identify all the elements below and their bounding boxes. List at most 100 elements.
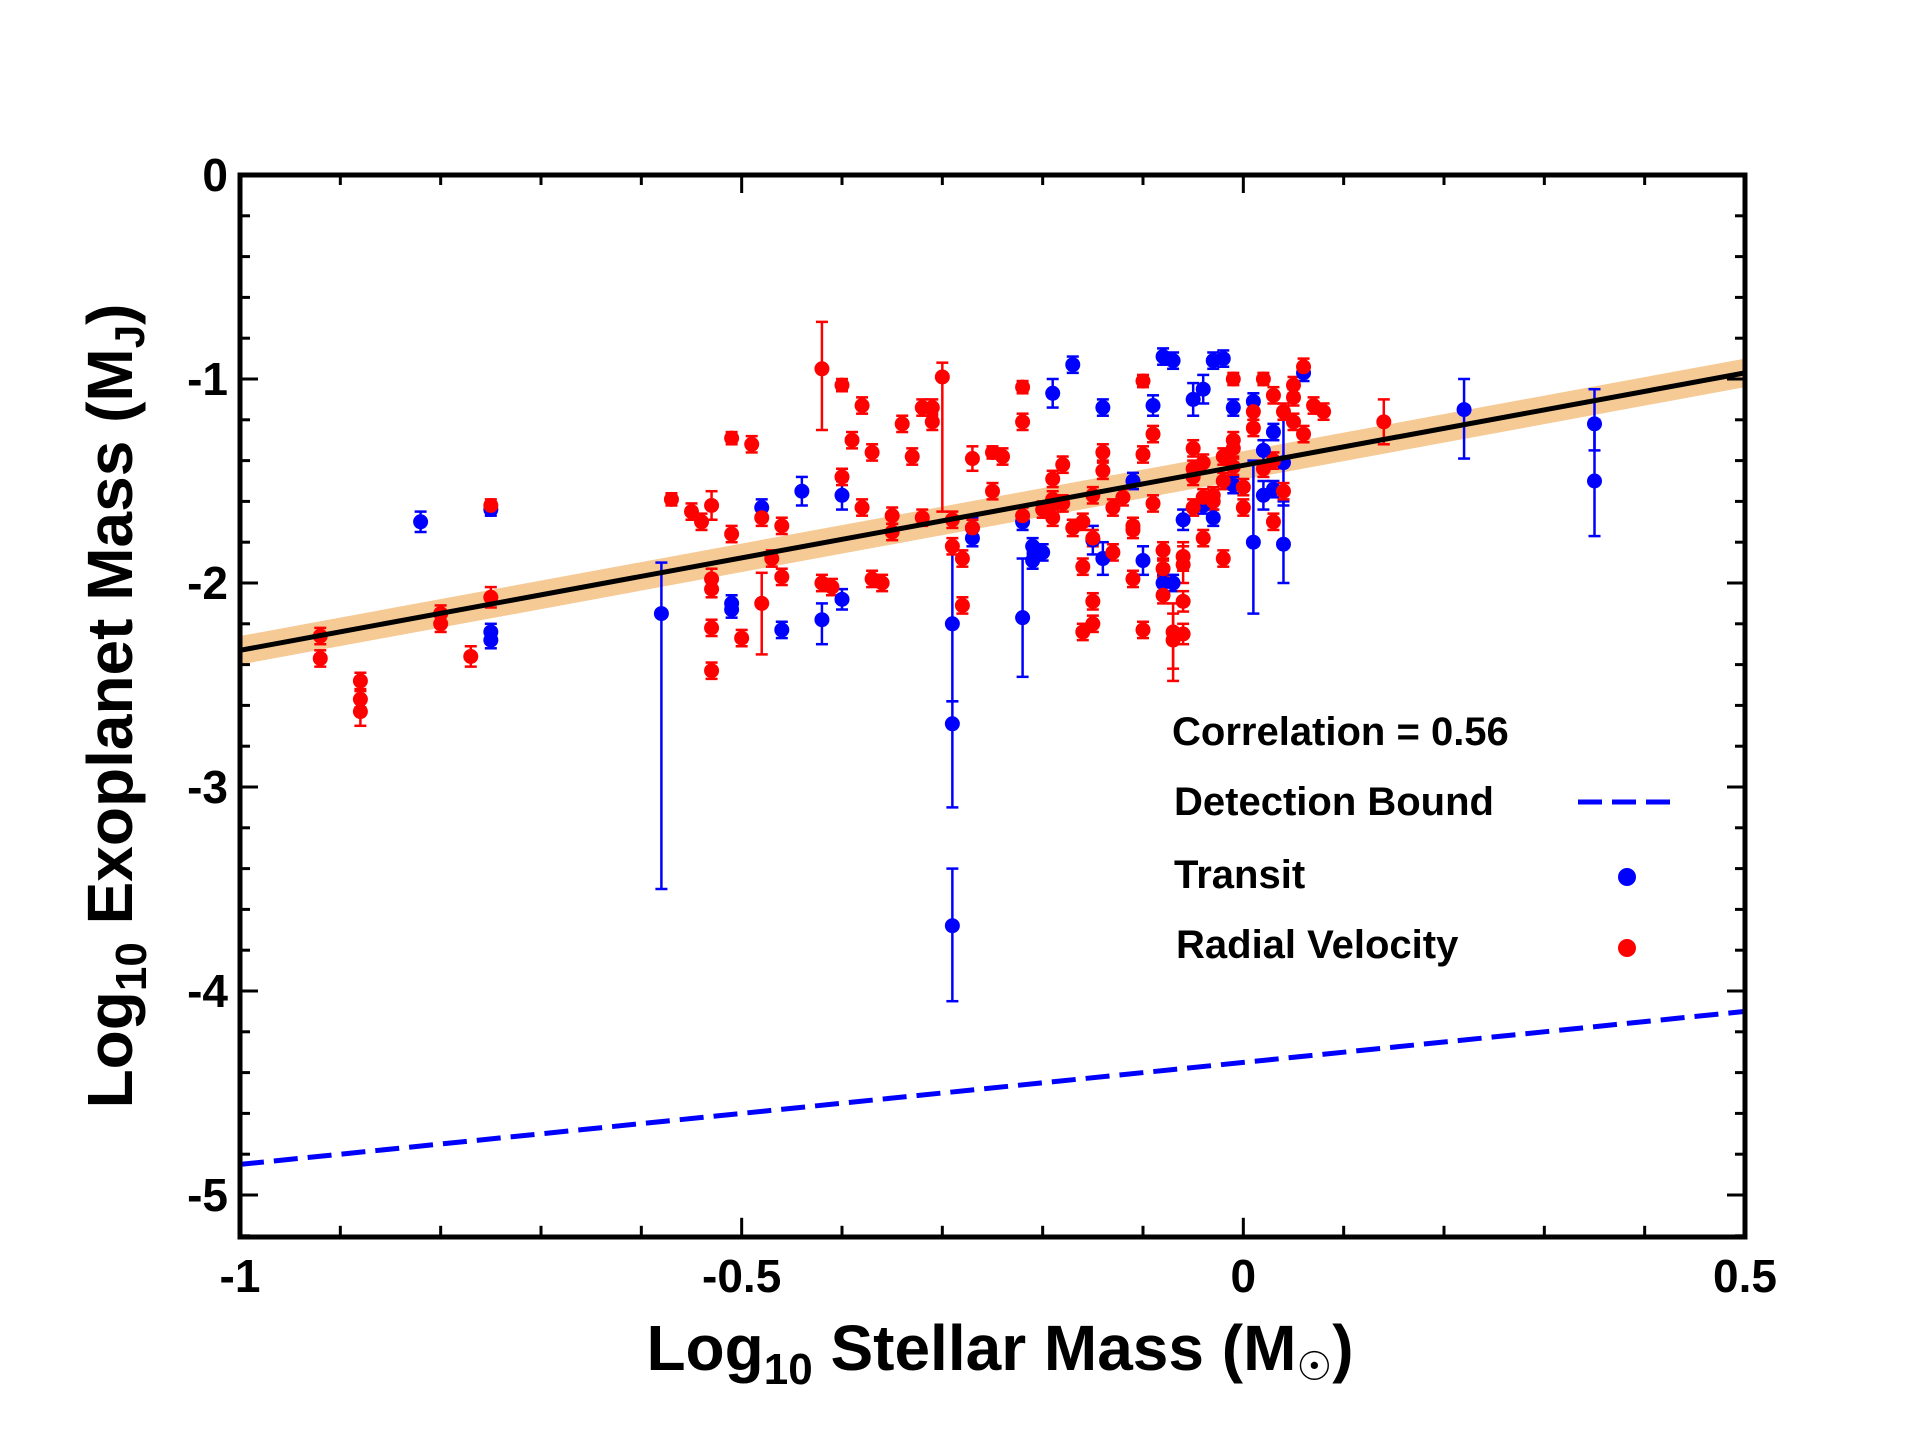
legend: Correlation = 0.56 Detection Bound Trans… xyxy=(1172,710,1670,967)
transit-point xyxy=(1587,416,1602,432)
transit-point xyxy=(814,612,830,628)
radial-velocity-point xyxy=(483,497,499,513)
radial-velocity-point xyxy=(1185,500,1201,516)
radial-velocity-point xyxy=(352,691,368,707)
radial-velocity-point xyxy=(1095,444,1111,460)
radial-velocity-point xyxy=(1055,457,1071,473)
radial-velocity-point xyxy=(1035,502,1051,518)
transit-point xyxy=(1035,544,1051,560)
radial-velocity-point xyxy=(844,432,860,448)
radial-velocity-point xyxy=(1175,557,1191,573)
x-axis-title-symbol: ☉ xyxy=(1296,1344,1332,1390)
radial-velocity-point xyxy=(754,595,770,611)
transit-point xyxy=(1165,353,1181,369)
radial-velocity-point xyxy=(1215,449,1231,465)
radial-velocity-point xyxy=(1155,587,1171,603)
detection-bound-line xyxy=(239,1008,1746,1167)
radial-velocity-point xyxy=(1015,414,1031,430)
radial-velocity-point xyxy=(1286,414,1301,430)
transit-point xyxy=(1015,610,1031,626)
radial-velocity-point xyxy=(1175,626,1191,642)
x-axis-title-main: Stellar Mass (M xyxy=(813,1312,1297,1384)
x-tick-label: 0.5 xyxy=(1713,1250,1777,1302)
radial-velocity-point xyxy=(854,500,870,516)
radial-velocity-point xyxy=(704,620,720,636)
radial-velocity-point xyxy=(1205,493,1221,509)
radial-velocity-point xyxy=(1245,404,1261,420)
transit-point xyxy=(1095,400,1111,416)
radial-velocity-point xyxy=(1195,455,1211,471)
radial-velocity-point xyxy=(1145,495,1161,511)
transit-point xyxy=(834,591,850,607)
transit-point xyxy=(1185,391,1201,407)
radial-velocity-point xyxy=(1225,371,1241,387)
transit-point xyxy=(944,716,960,732)
correlation-annotation: Correlation = 0.56 xyxy=(1172,710,1509,754)
radial-velocity-point xyxy=(1105,500,1121,516)
plot-area xyxy=(237,172,1748,1240)
radial-velocity-point xyxy=(1135,446,1151,462)
transit-point xyxy=(944,918,960,934)
legend-label-detection-bound: Detection Bound xyxy=(1174,780,1494,824)
radial-velocity-point xyxy=(1235,479,1251,495)
radial-velocity-point xyxy=(1125,522,1141,538)
radial-velocity-point xyxy=(1015,379,1031,395)
y-tick-label: -1 xyxy=(187,353,228,405)
legend-swatch-radial-velocity xyxy=(1618,939,1636,957)
y-tick-label: -5 xyxy=(187,1169,228,1221)
x-axis-title-subscript: 10 xyxy=(764,1345,813,1394)
radial-velocity-point xyxy=(1115,489,1131,505)
radial-velocity-point xyxy=(1376,414,1392,430)
radial-velocity-point xyxy=(964,520,980,536)
transit-point xyxy=(1225,400,1241,416)
radial-velocity-point xyxy=(814,361,830,377)
transit-point xyxy=(1205,510,1221,526)
transit-point xyxy=(774,622,790,638)
transit-point xyxy=(1245,534,1261,550)
radial-velocity-point xyxy=(352,673,368,689)
radial-velocity-point xyxy=(1275,404,1291,420)
x-axis-title-prefix: Log xyxy=(646,1312,763,1384)
transit-point xyxy=(1165,575,1181,591)
radial-velocity-point xyxy=(744,436,760,452)
y-tick-label: -3 xyxy=(187,761,228,813)
radial-velocity-point xyxy=(834,377,850,393)
radial-velocity-point xyxy=(1215,551,1231,567)
y-axis-title: Log10 Exoplanet Mass (MJ) xyxy=(74,304,156,1109)
radial-velocity-point xyxy=(1145,426,1161,442)
radial-velocity-point xyxy=(1155,542,1171,558)
radial-velocity-point xyxy=(774,518,790,534)
radial-velocity-point xyxy=(463,648,479,664)
y-axis-title-symbol: J xyxy=(106,325,153,348)
radial-velocity-point xyxy=(824,579,840,595)
radial-velocity-point xyxy=(924,414,940,430)
x-axis-title: Log10 Stellar Mass (M☉) xyxy=(646,1312,1353,1394)
radial-velocity-point xyxy=(1286,389,1301,405)
transit-point xyxy=(1195,381,1211,397)
radial-velocity-point xyxy=(1075,559,1091,575)
radial-velocity-point xyxy=(1045,510,1061,526)
radial-velocity-point xyxy=(1125,571,1141,587)
radial-velocity-point xyxy=(1045,471,1061,487)
radial-velocity-point xyxy=(1085,616,1101,632)
transit-point xyxy=(794,483,810,499)
radial-velocity-point xyxy=(1105,544,1121,560)
radial-velocity-point xyxy=(704,663,720,679)
radial-velocity-point xyxy=(874,575,890,591)
transit-point xyxy=(1456,402,1472,418)
legend-label-radial-velocity: Radial Velocity xyxy=(1176,923,1459,967)
transit-point xyxy=(1205,353,1221,369)
radial-velocity-point xyxy=(1296,426,1312,442)
transit-point xyxy=(834,487,850,503)
radial-velocity-point xyxy=(1085,593,1101,609)
radial-velocity-point xyxy=(1255,461,1271,477)
radial-velocity-point xyxy=(894,416,910,432)
y-tick-label: 0 xyxy=(202,149,228,201)
radial-velocity-point xyxy=(724,430,740,446)
transit-point xyxy=(1587,473,1602,489)
radial-velocity-point xyxy=(834,469,850,485)
radial-velocity-point xyxy=(924,400,940,416)
radial-velocity-point xyxy=(312,650,328,666)
transit-point xyxy=(413,514,429,530)
radial-velocity-point xyxy=(352,704,368,720)
